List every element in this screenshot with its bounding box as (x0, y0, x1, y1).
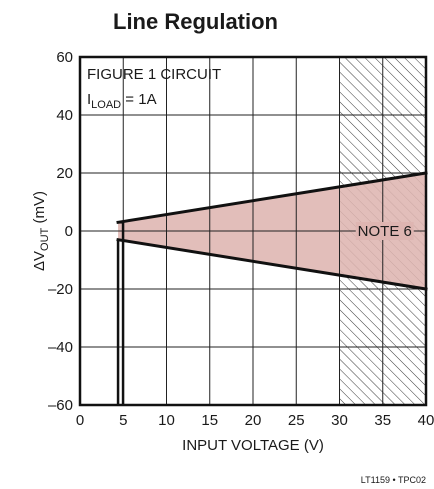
y-tick-label: –60 (48, 397, 73, 414)
y-tick-label: 0 (65, 223, 73, 240)
y-tick-label: 60 (56, 49, 73, 66)
x-tick-label: 15 (201, 412, 218, 429)
x-tick-label: 35 (374, 412, 391, 429)
x-tick-label: 10 (158, 412, 175, 429)
series-line-upper (116, 171, 428, 225)
y-tick-label: –20 (48, 281, 73, 298)
x-tick-label: 25 (288, 412, 305, 429)
x-tick-label: 20 (245, 412, 262, 429)
x-tick-label: 0 (76, 412, 84, 429)
y-tick-label: 40 (56, 107, 73, 124)
x-axis-label: INPUT VOLTAGE (V) (182, 437, 324, 454)
note-label-background (355, 222, 414, 240)
x-tick-label: 5 (119, 412, 127, 429)
y-tick-label: –40 (48, 339, 73, 356)
chart-title: Line Regulation (113, 9, 278, 34)
plot-area: NOTE 6 0 5 10 15 20 25 30 35 40 –60 –40 –20 0 20 40 60 (48, 49, 434, 429)
x-tick-label: 40 (418, 412, 434, 429)
note-label: NOTE 6 (358, 223, 412, 240)
footer-code: LT1159 • TPC02 (361, 475, 426, 485)
y-tick-label: 20 (56, 165, 73, 182)
annotation-load-current: ILOAD = 1A (87, 91, 157, 111)
y-axis-label: ΔVOUT (mV) (31, 191, 51, 271)
plot-frame (78, 55, 428, 407)
x-tick-label: 30 (331, 412, 348, 429)
series-line-lower (116, 237, 428, 291)
annotation-circuit: FIGURE 1 CIRCUIT (87, 66, 221, 83)
